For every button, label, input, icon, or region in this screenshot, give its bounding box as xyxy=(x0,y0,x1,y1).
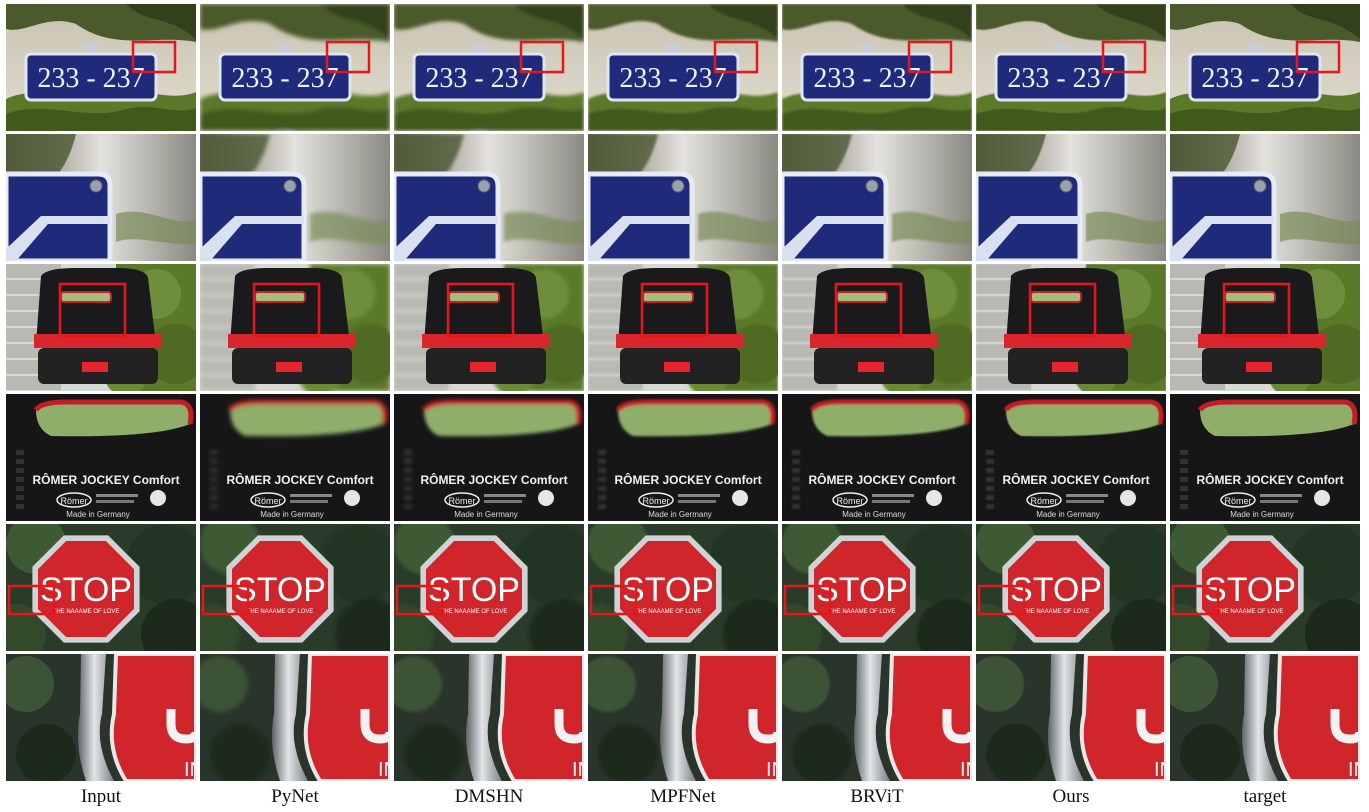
image-stop-brvit: STOP THE NAAAME OF LOVE xyxy=(782,524,972,651)
svg-text:THE NAAAME OF LOVE: THE NAAAME OF LOVE xyxy=(829,609,896,615)
svg-text:IN: IN xyxy=(184,759,196,781)
image-sign-mpfnet: 233 - 237 xyxy=(588,4,778,131)
svg-text:THE NAAAME OF LOVE: THE NAAAME OF LOVE xyxy=(441,609,508,615)
image-seat-crop-target: RÔMER JOCKEY Comfort Römer Made in Germa… xyxy=(1170,394,1360,521)
image-stop-mpfnet: STOP THE NAAAME OF LOVE xyxy=(588,524,778,651)
image-seat-crop-pynet: RÔMER JOCKEY Comfort Römer Made in Germa… xyxy=(200,394,390,521)
sign-text: 233 - 237 xyxy=(1201,63,1308,94)
svg-text:Made in Germany: Made in Germany xyxy=(842,510,906,519)
sign-text: 233 - 237 xyxy=(619,63,726,94)
svg-text:Made in Germany: Made in Germany xyxy=(260,510,324,519)
image-sign-crop-mpfnet xyxy=(588,134,778,261)
svg-text:Römer: Römer xyxy=(836,496,863,506)
image-sign-crop-pynet xyxy=(200,134,390,261)
image-sign-crop-brvit xyxy=(782,134,972,261)
svg-text:IN: IN xyxy=(1348,759,1360,781)
image-stop-dmshn: STOP THE NAAAME OF LOVE xyxy=(394,524,584,651)
svg-text:RÔMER JOCKEY Comfort: RÔMER JOCKEY Comfort xyxy=(226,472,373,487)
svg-text:Römer: Römer xyxy=(60,496,87,506)
svg-text:Made in Germany: Made in Germany xyxy=(454,510,518,519)
svg-text:RÔMER JOCKEY Comfort: RÔMER JOCKEY Comfort xyxy=(808,472,955,487)
image-stop-target: STOP THE NAAAME OF LOVE xyxy=(1170,524,1360,651)
image-stop-crop-brvit: IN xyxy=(782,654,972,781)
column-label-dmshn: DMSHN xyxy=(454,786,524,807)
image-seat-pynet xyxy=(200,264,390,391)
image-sign-pynet: 233 - 237 xyxy=(200,4,390,131)
svg-text:STOP: STOP xyxy=(234,571,326,609)
svg-text:IN: IN xyxy=(378,759,390,781)
sign-text: 233 - 237 xyxy=(1007,63,1114,94)
svg-text:STOP: STOP xyxy=(1010,571,1102,609)
image-seat-ours xyxy=(976,264,1166,391)
image-seat-mpfnet xyxy=(588,264,778,391)
svg-text:STOP: STOP xyxy=(40,571,132,609)
svg-text:THE NAAAME OF LOVE: THE NAAAME OF LOVE xyxy=(1217,609,1284,615)
image-seat-crop-brvit: RÔMER JOCKEY Comfort Römer Made in Germa… xyxy=(782,394,972,521)
sign-text: 233 - 237 xyxy=(37,63,144,94)
svg-text:THE NAAAME OF LOVE: THE NAAAME OF LOVE xyxy=(1023,609,1090,615)
svg-text:Römer: Römer xyxy=(642,496,669,506)
image-stop-crop-dmshn: IN xyxy=(394,654,584,781)
column-label-ours: Ours xyxy=(1052,786,1090,807)
sign-text: 233 - 237 xyxy=(813,63,920,94)
svg-text:Römer: Römer xyxy=(448,496,475,506)
image-sign-crop-ours xyxy=(976,134,1166,261)
svg-text:Römer: Römer xyxy=(1224,496,1251,506)
svg-text:RÔMER JOCKEY Comfort: RÔMER JOCKEY Comfort xyxy=(614,472,761,487)
image-sign-brvit: 233 - 237 xyxy=(782,4,972,131)
image-stop-input: STOP THE NAAAME OF LOVE xyxy=(6,524,196,651)
comparison-grid: 233 - 237 233 - 237 xyxy=(6,4,1364,782)
svg-text:Römer: Römer xyxy=(254,496,281,506)
image-sign-crop-dmshn xyxy=(394,134,584,261)
svg-text:STOP: STOP xyxy=(622,571,714,609)
svg-text:Made in Germany: Made in Germany xyxy=(1230,510,1294,519)
svg-text:IN: IN xyxy=(960,759,972,781)
svg-text:IN: IN xyxy=(1154,759,1166,781)
image-seat-crop-ours: RÔMER JOCKEY Comfort Römer Made in Germa… xyxy=(976,394,1166,521)
svg-text:Made in Germany: Made in Germany xyxy=(1036,510,1100,519)
image-stop-crop-pynet: IN xyxy=(200,654,390,781)
image-stop-crop-mpfnet: IN xyxy=(588,654,778,781)
svg-text:RÔMER JOCKEY Comfort: RÔMER JOCKEY Comfort xyxy=(420,472,567,487)
svg-text:Made in Germany: Made in Germany xyxy=(66,510,130,519)
svg-text:IN: IN xyxy=(766,759,778,781)
image-stop-crop-input: IN xyxy=(6,654,196,781)
svg-text:STOP: STOP xyxy=(1204,571,1296,609)
image-sign-dmshn: 233 - 237 xyxy=(394,4,584,131)
image-stop-pynet: STOP THE NAAAME OF LOVE xyxy=(200,524,390,651)
svg-text:RÔMER JOCKEY Comfort: RÔMER JOCKEY Comfort xyxy=(32,472,179,487)
svg-text:THE NAAAME OF LOVE: THE NAAAME OF LOVE xyxy=(53,609,120,615)
svg-text:IN: IN xyxy=(572,759,584,781)
image-sign-ours: 233 - 237 xyxy=(976,4,1166,131)
image-stop-ours: STOP THE NAAAME OF LOVE xyxy=(976,524,1166,651)
svg-text:THE NAAAME OF LOVE: THE NAAAME OF LOVE xyxy=(247,609,314,615)
image-stop-crop-ours: IN xyxy=(976,654,1166,781)
column-label-target: target xyxy=(1243,786,1287,807)
svg-text:RÔMER JOCKEY Comfort: RÔMER JOCKEY Comfort xyxy=(1196,472,1343,487)
column-label-input: Input xyxy=(80,786,122,807)
column-label-brvit: BRViT xyxy=(850,786,904,807)
image-sign-crop-input xyxy=(6,134,196,261)
image-seat-crop-input: RÔMER JOCKEY Comfort Römer Made in Germa… xyxy=(6,394,196,521)
image-seat-input xyxy=(6,264,196,391)
image-seat-crop-mpfnet: RÔMER JOCKEY Comfort Römer Made in Germa… xyxy=(588,394,778,521)
image-seat-brvit xyxy=(782,264,972,391)
image-seat-target xyxy=(1170,264,1360,391)
image-seat-crop-dmshn: RÔMER JOCKEY Comfort Römer Made in Germa… xyxy=(394,394,584,521)
svg-text:Römer: Römer xyxy=(1030,496,1057,506)
image-sign-crop-target xyxy=(1170,134,1360,261)
sign-text: 233 - 237 xyxy=(425,63,532,94)
image-stop-crop-target: IN xyxy=(1170,654,1360,781)
svg-text:RÔMER JOCKEY Comfort: RÔMER JOCKEY Comfort xyxy=(1002,472,1149,487)
image-sign-input: 233 - 237 xyxy=(6,4,196,131)
image-sign-target: 233 - 237 xyxy=(1170,4,1360,131)
svg-text:THE NAAAME OF LOVE: THE NAAAME OF LOVE xyxy=(635,609,702,615)
column-label-pynet: PyNet xyxy=(271,786,319,807)
svg-text:STOP: STOP xyxy=(816,571,908,609)
svg-text:Made in Germany: Made in Germany xyxy=(648,510,712,519)
image-seat-dmshn xyxy=(394,264,584,391)
column-label-mpfnet: MPFNet xyxy=(650,786,716,807)
svg-text:STOP: STOP xyxy=(428,571,520,609)
sign-text: 233 - 237 xyxy=(231,63,338,94)
